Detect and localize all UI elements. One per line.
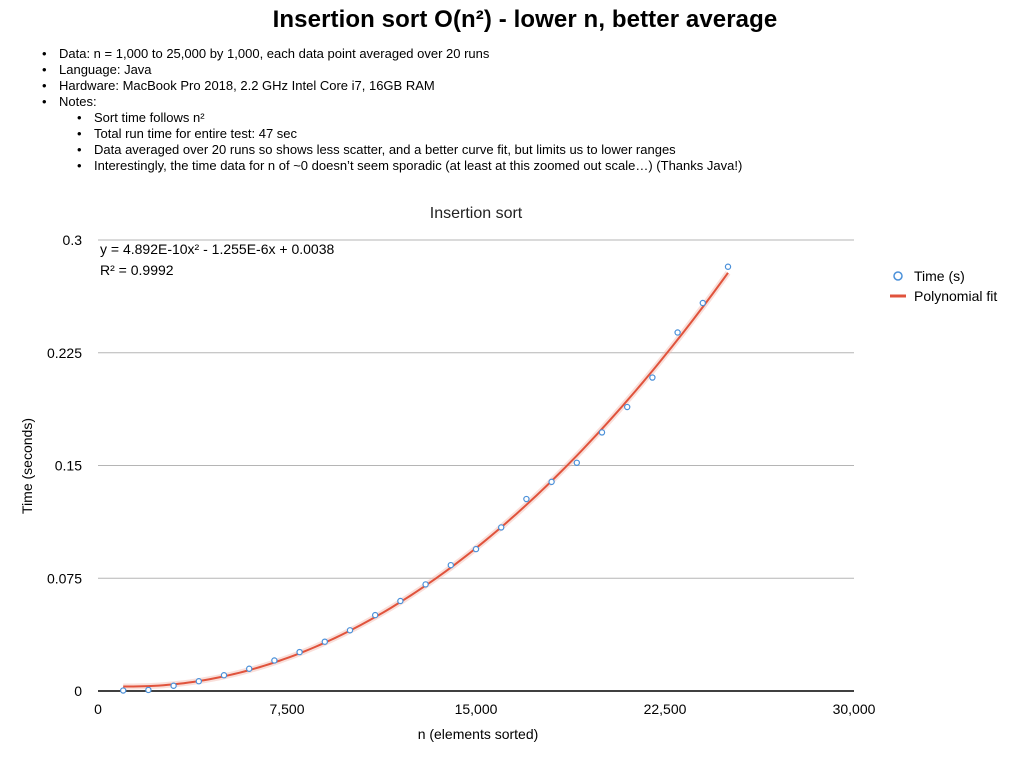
chart-title: Insertion sort xyxy=(430,205,523,222)
note-hardware: Hardware: MacBook Pro 2018, 2.2 GHz Inte… xyxy=(42,78,742,94)
polynomial-fit-line xyxy=(123,272,729,688)
data-point xyxy=(523,495,530,503)
x-tick-label: 22,500 xyxy=(644,701,687,717)
data-point xyxy=(624,403,631,411)
data-point xyxy=(548,478,555,486)
data-point xyxy=(472,545,480,553)
sub-note: Interestingly, the time data for n of ~0… xyxy=(77,158,742,174)
x-tick-label: 30,000 xyxy=(833,701,876,717)
data-point xyxy=(119,687,127,694)
data-point xyxy=(498,524,505,531)
data-point xyxy=(649,374,656,381)
legend-label-time: Time (s) xyxy=(914,268,965,284)
fit-band xyxy=(123,271,731,690)
notes-sublist: Sort time follows n² Total run time for … xyxy=(42,110,742,174)
note-data: Data: n = 1,000 to 25,000 by 1,000, each… xyxy=(42,46,742,62)
x-axis-label: n (elements sorted) xyxy=(418,726,539,742)
data-point xyxy=(724,263,732,270)
data-point xyxy=(422,581,429,588)
data-point xyxy=(346,627,354,634)
x-tick-label: 7,500 xyxy=(269,701,304,717)
data-point xyxy=(145,686,152,694)
data-point xyxy=(245,665,253,672)
data-point xyxy=(674,329,681,336)
note-language: Language: Java xyxy=(42,62,742,78)
legend-marker-time xyxy=(893,271,903,281)
data-point xyxy=(170,682,177,689)
legend: Time (s) Polynomial fit xyxy=(890,268,997,304)
data-point xyxy=(195,678,202,685)
sub-note: Sort time follows n² xyxy=(77,110,742,126)
data-point xyxy=(598,429,606,436)
y-tick-label: 0.075 xyxy=(47,570,82,586)
x-tick-label: 15,000 xyxy=(455,701,498,717)
fit-equation: y = 4.892E-10x² - 1.255E-6x + 0.0038 xyxy=(100,241,334,257)
note-notes-heading: Notes: xyxy=(42,94,742,110)
y-axis-label: Time (seconds) xyxy=(19,418,35,514)
data-point xyxy=(220,672,228,679)
data-point xyxy=(447,561,454,569)
sub-note: Data averaged over 20 runs so shows less… xyxy=(77,142,742,158)
y-tick-label: 0.15 xyxy=(55,458,82,474)
y-tick-label: 0 xyxy=(74,683,82,699)
x-tick-label: 0 xyxy=(94,701,102,717)
data-point xyxy=(699,299,707,307)
data-point xyxy=(573,459,581,466)
y-tick-label: 0.225 xyxy=(47,345,82,361)
data-point xyxy=(271,657,278,664)
y-tick-label: 0.3 xyxy=(63,232,83,248)
notes-list: Data: n = 1,000 to 25,000 by 1,000, each… xyxy=(42,46,742,174)
sub-note: Total run time for entire test: 47 sec xyxy=(77,126,742,142)
legend-label-fit: Polynomial fit xyxy=(914,288,997,304)
slide-title: Insertion sort O(n²) - lower n, better a… xyxy=(272,6,778,33)
fit-r-squared: R² = 0.9992 xyxy=(100,262,174,278)
data-point xyxy=(296,648,303,656)
data-point xyxy=(397,597,404,605)
data-point xyxy=(321,638,328,645)
data-point xyxy=(372,611,379,619)
